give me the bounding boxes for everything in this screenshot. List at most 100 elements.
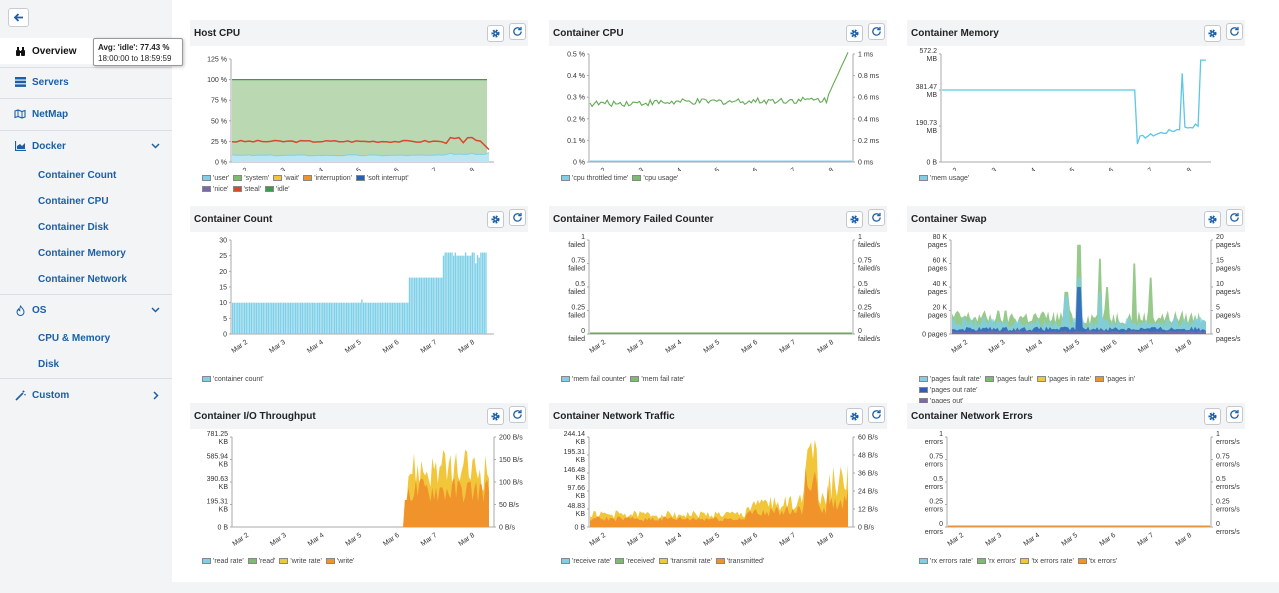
legend-item[interactable]: 'cpu usage': [632, 173, 678, 184]
panel-refresh-button[interactable]: [509, 406, 526, 423]
legend-swatch: [919, 387, 928, 394]
panel-refresh-button[interactable]: [509, 209, 526, 226]
divider: [0, 67, 172, 68]
legend-item[interactable]: 'mem usage': [919, 173, 969, 184]
docker-item-container-cpu[interactable]: Container CPU: [38, 196, 109, 207]
panel-refresh-button[interactable]: [1226, 406, 1243, 423]
panel-settings-button[interactable]: [487, 211, 504, 228]
legend-item[interactable]: 'nice': [202, 184, 229, 195]
legend: 'read rate' 'read' 'write rate' 'write': [202, 556, 522, 567]
legend-item[interactable]: 'rx errors rate': [919, 556, 973, 567]
nav-netmap[interactable]: NetMap: [0, 104, 172, 124]
panel-settings-button[interactable]: [846, 408, 863, 425]
count-bar: [279, 302, 281, 334]
x-tick-label: Mar 8: [816, 532, 835, 548]
nav-servers[interactable]: Servers: [0, 72, 172, 92]
os-item-cpu-memory[interactable]: CPU & Memory: [38, 333, 111, 344]
count-bar: [349, 302, 351, 334]
panel-refresh-button[interactable]: [868, 23, 885, 40]
y2-tick-label: 48 B/s: [858, 453, 878, 460]
count-bar: [468, 255, 470, 334]
panel-settings-button[interactable]: [1204, 211, 1221, 228]
refresh-icon: [872, 212, 881, 222]
tick-line: KB: [576, 493, 586, 500]
x-tick-label: Mar 5: [702, 532, 721, 548]
count-bar: [351, 302, 353, 334]
legend-item[interactable]: 'rx errors': [976, 556, 1016, 567]
count-bar: [412, 277, 414, 334]
panel-refresh-button[interactable]: [868, 406, 885, 423]
panel-refresh-button[interactable]: [1226, 209, 1243, 226]
count-bar: [402, 302, 404, 334]
legend-item[interactable]: 'transmit rate': [659, 556, 712, 567]
legend-item[interactable]: 'mem fail rate': [630, 374, 685, 385]
nav-custom[interactable]: Custom: [0, 385, 172, 405]
count-bar: [441, 277, 443, 334]
legend-label: 'read': [258, 558, 276, 565]
legend-item[interactable]: 'pages out rate': [919, 385, 977, 396]
count-bar: [342, 302, 344, 334]
count-bar: [252, 302, 254, 334]
count-bar: [444, 252, 446, 334]
count-bar: [283, 302, 285, 334]
legend-item[interactable]: 'pages fault rate': [919, 374, 981, 385]
legend-item[interactable]: 'receive rate': [561, 556, 611, 567]
x-tick-label: Mar 3: [979, 167, 998, 171]
legend-item[interactable]: 'write': [325, 556, 354, 567]
nav-docker[interactable]: Docker: [0, 136, 172, 156]
legend-item[interactable]: 'tx errors rate': [1020, 556, 1074, 567]
panel-refresh-button[interactable]: [1226, 23, 1243, 40]
legend-item[interactable]: 'write rate': [279, 556, 322, 567]
tick-line: 0.5: [1216, 476, 1226, 483]
legend-item[interactable]: 'system': [233, 173, 269, 184]
count-bar: [388, 302, 390, 334]
legend-item[interactable]: 'cpu throttled time': [561, 173, 628, 184]
tick-line: failed/s: [858, 266, 881, 273]
panel-refresh-button[interactable]: [509, 23, 526, 40]
legend-item[interactable]: 'pages fault': [984, 374, 1033, 385]
divider: [0, 378, 172, 379]
panel-refresh-button[interactable]: [868, 209, 885, 226]
tick-line: errors/s: [1216, 507, 1240, 514]
legend-item[interactable]: 'idle': [264, 184, 290, 195]
count-bar: [398, 302, 400, 334]
legend-item[interactable]: 'received': [615, 556, 655, 567]
legend-item[interactable]: 'read rate': [202, 556, 244, 567]
panel-settings-button[interactable]: [1204, 408, 1221, 425]
legend-item[interactable]: 'read': [247, 556, 276, 567]
back-button[interactable]: [8, 8, 29, 27]
count-bar: [262, 302, 264, 334]
panel-settings-button[interactable]: [487, 25, 504, 42]
y2-tick-label: 1 failed/s: [858, 234, 881, 249]
docker-item-container-count[interactable]: Container Count: [38, 170, 117, 181]
count-bar: [417, 277, 419, 334]
legend-item[interactable]: 'user': [202, 173, 229, 184]
legend-item[interactable]: 'steal': [232, 184, 261, 195]
legend-item[interactable]: 'tx errors': [1077, 556, 1117, 567]
os-item-disk[interactable]: Disk: [38, 359, 60, 370]
panel-settings-button[interactable]: [846, 211, 863, 228]
panel-settings-button[interactable]: [846, 25, 863, 42]
legend-item[interactable]: 'transmitted': [715, 556, 764, 567]
docker-item-container-disk[interactable]: Container Disk: [38, 222, 109, 233]
legend-item[interactable]: 'container count': [202, 374, 264, 385]
x-tick-label: Mar 7: [778, 532, 797, 548]
legend-item[interactable]: 'interruption': [303, 173, 352, 184]
x-tick-label: Mar 3: [626, 167, 645, 171]
nav-os[interactable]: OS: [0, 300, 172, 320]
legend-item[interactable]: 'mem fail counter': [561, 374, 626, 385]
user-line: [231, 152, 490, 157]
divider: [0, 294, 172, 295]
legend-item[interactable]: 'pages in': [1095, 374, 1135, 385]
legend-item[interactable]: 'soft interrupt': [355, 173, 409, 184]
tick-line: 0.5: [575, 281, 585, 288]
legend-item[interactable]: 'pages in rate': [1036, 374, 1091, 385]
legend-item[interactable]: 'wait': [273, 173, 299, 184]
legend-label: 'idle': [275, 186, 290, 193]
docker-item-container-network[interactable]: Container Network: [38, 274, 127, 285]
docker-item-container-memory[interactable]: Container Memory: [38, 248, 126, 259]
count-bar: [422, 277, 424, 334]
panel-settings-button[interactable]: [487, 408, 504, 425]
panel-settings-button[interactable]: [1204, 25, 1221, 42]
